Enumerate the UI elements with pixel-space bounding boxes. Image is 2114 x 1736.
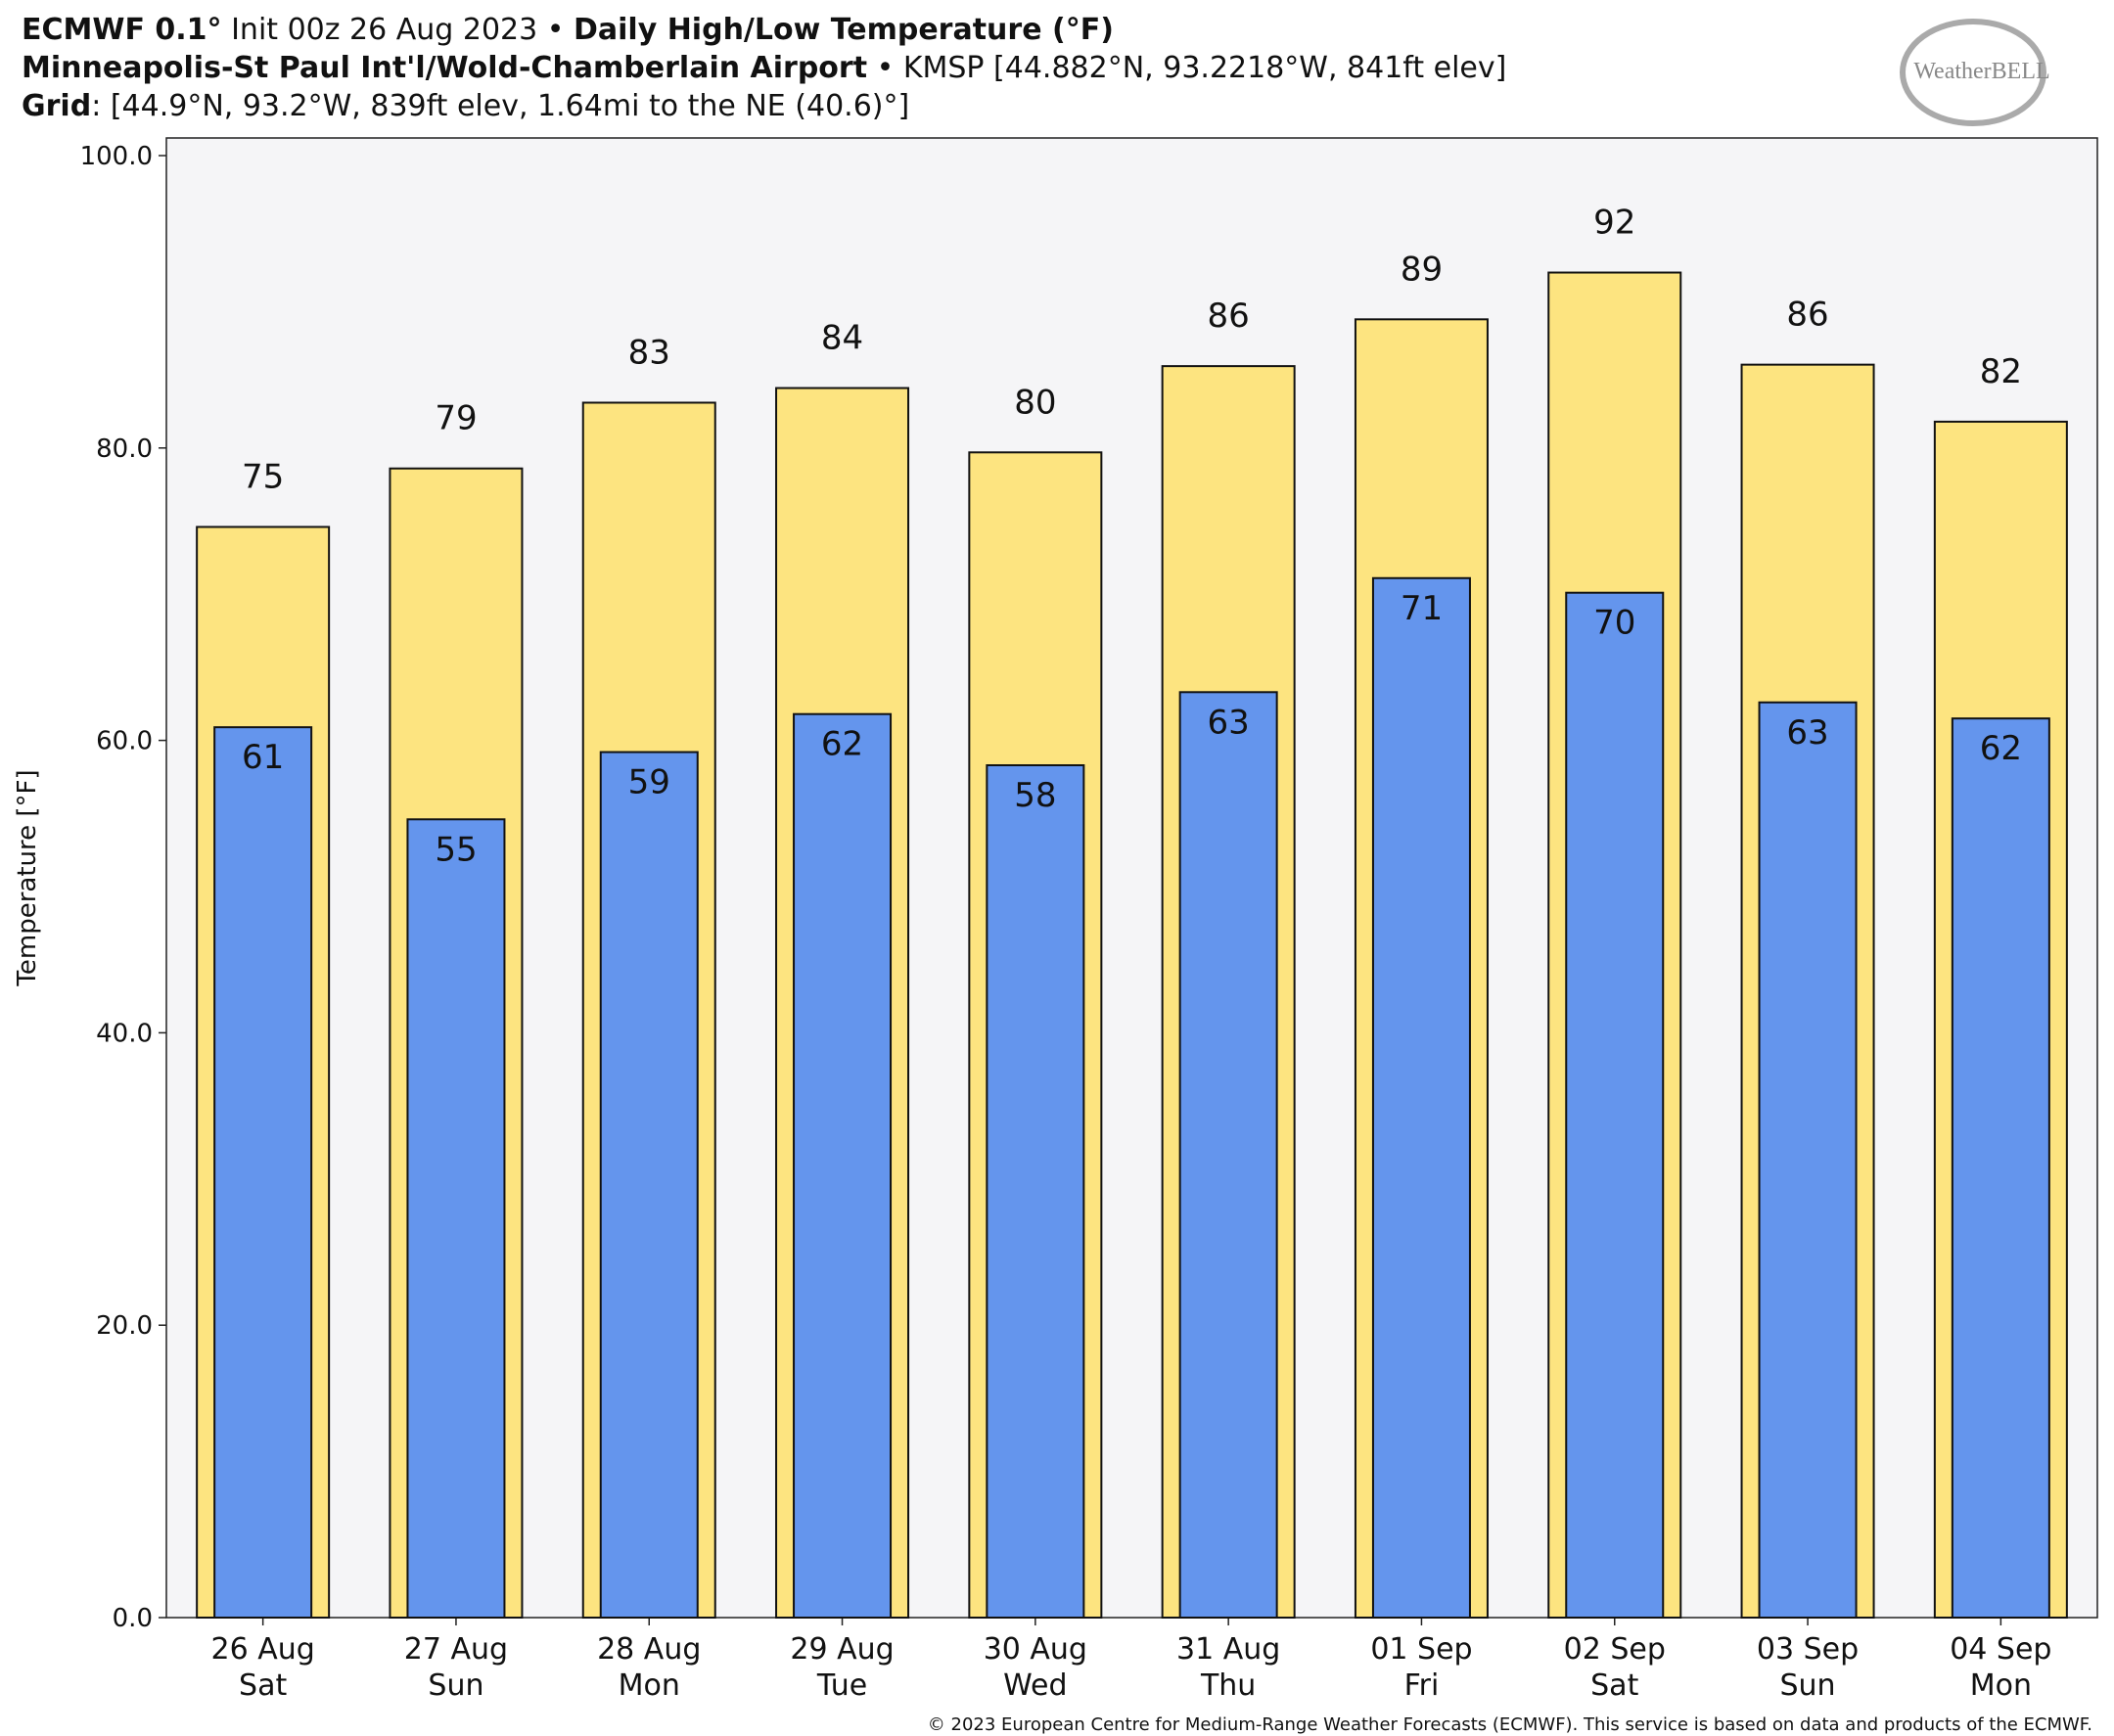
title-part: ECMWF 0.1° <box>22 13 222 47</box>
logo: WeatherBELL <box>1913 59 2049 84</box>
y-tick-label: 0.0 <box>113 1604 153 1633</box>
value-label: 71 <box>1401 589 1443 628</box>
bar <box>1758 701 1858 1619</box>
bar <box>1178 691 1278 1619</box>
value-label: 86 <box>1208 297 1250 336</box>
y-tick-label: 100.0 <box>80 142 153 171</box>
y-tick-label: 80.0 <box>96 434 153 464</box>
value-label: 58 <box>1014 776 1056 815</box>
x-tick-label: 31 Aug <box>1176 1632 1280 1667</box>
x-tick-label: Wed <box>1003 1668 1067 1703</box>
value-label: 84 <box>821 319 863 358</box>
x-tick-label: Tue <box>816 1668 867 1703</box>
bar <box>1371 576 1471 1619</box>
x-tick-label: Fri <box>1404 1668 1440 1703</box>
value-label: 61 <box>242 738 284 777</box>
value-label: 62 <box>1980 729 2022 768</box>
x-tick-label: 30 Aug <box>984 1632 1087 1667</box>
bar <box>793 712 893 1619</box>
grid-info-part: : [44.9°N, 93.2°W, 839ft elev, 1.64mi to… <box>91 89 909 123</box>
x-tick-label: Thu <box>1200 1668 1256 1703</box>
x-tick-label: Sat <box>1590 1668 1638 1703</box>
x-tick-label: Sun <box>428 1668 483 1703</box>
value-label: 83 <box>628 333 670 372</box>
value-label: 82 <box>1980 352 2022 391</box>
bar <box>1951 717 2050 1619</box>
x-tick-label: 02 Sep <box>1564 1632 1666 1667</box>
bar <box>213 726 313 1619</box>
value-label: 89 <box>1401 250 1443 289</box>
bar <box>1565 591 1665 1619</box>
x-tick-label: Sat <box>239 1668 287 1703</box>
footer: © 2023 European Centre for Medium-Range … <box>928 1714 2092 1735</box>
value-label: 70 <box>1593 604 1635 643</box>
x-tick-label: Mon <box>619 1668 680 1703</box>
x-tick-label: 26 Aug <box>211 1632 315 1667</box>
value-label: 55 <box>435 830 477 869</box>
title-part: Init 00z 26 Aug 2023 • <box>222 13 574 47</box>
subtitle-part: Minneapolis-St Paul Int'l/Wold-Chamberla… <box>22 51 867 85</box>
value-label: 62 <box>821 725 863 764</box>
x-tick-label: Mon <box>1970 1668 2032 1703</box>
grid-info-part: Grid <box>22 89 91 123</box>
value-label: 79 <box>435 399 477 438</box>
y-tick-label: 40.0 <box>96 1019 153 1048</box>
y-tick-label: 20.0 <box>96 1311 153 1341</box>
value-label: 86 <box>1786 296 1828 335</box>
subtitle-part: • KMSP [44.882°N, 93.2218°W, 841ft elev] <box>867 51 1506 85</box>
logo-swirl <box>1900 19 2046 126</box>
y-axis-label: Temperature [°F] <box>13 769 42 986</box>
value-label: 80 <box>1014 383 1056 422</box>
chart-subtitle: Minneapolis-St Paul Int'l/Wold-Chamberla… <box>22 51 1506 85</box>
bar <box>986 763 1085 1619</box>
x-tick-label: 29 Aug <box>790 1632 894 1667</box>
x-tick-label: 27 Aug <box>404 1632 508 1667</box>
bar <box>599 751 699 1619</box>
bar <box>406 818 506 1619</box>
chart-title: ECMWF 0.1° Init 00z 26 Aug 2023 • Daily … <box>22 13 1114 47</box>
x-tick-label: 01 Sep <box>1370 1632 1472 1667</box>
grid-info: Grid: [44.9°N, 93.2°W, 839ft elev, 1.64m… <box>22 89 909 123</box>
x-tick-label: 28 Aug <box>597 1632 701 1667</box>
title-part: Daily High/Low Temperature (°F) <box>574 13 1114 47</box>
value-label: 63 <box>1208 703 1250 742</box>
x-tick-label: Sun <box>1780 1668 1836 1703</box>
value-label: 92 <box>1593 204 1635 243</box>
value-label: 75 <box>242 457 284 496</box>
value-label: 59 <box>628 763 670 802</box>
x-tick-label: 04 Sep <box>1950 1632 2051 1667</box>
value-label: 63 <box>1786 713 1828 753</box>
y-tick-label: 60.0 <box>96 727 153 756</box>
x-tick-label: 03 Sep <box>1757 1632 1859 1667</box>
